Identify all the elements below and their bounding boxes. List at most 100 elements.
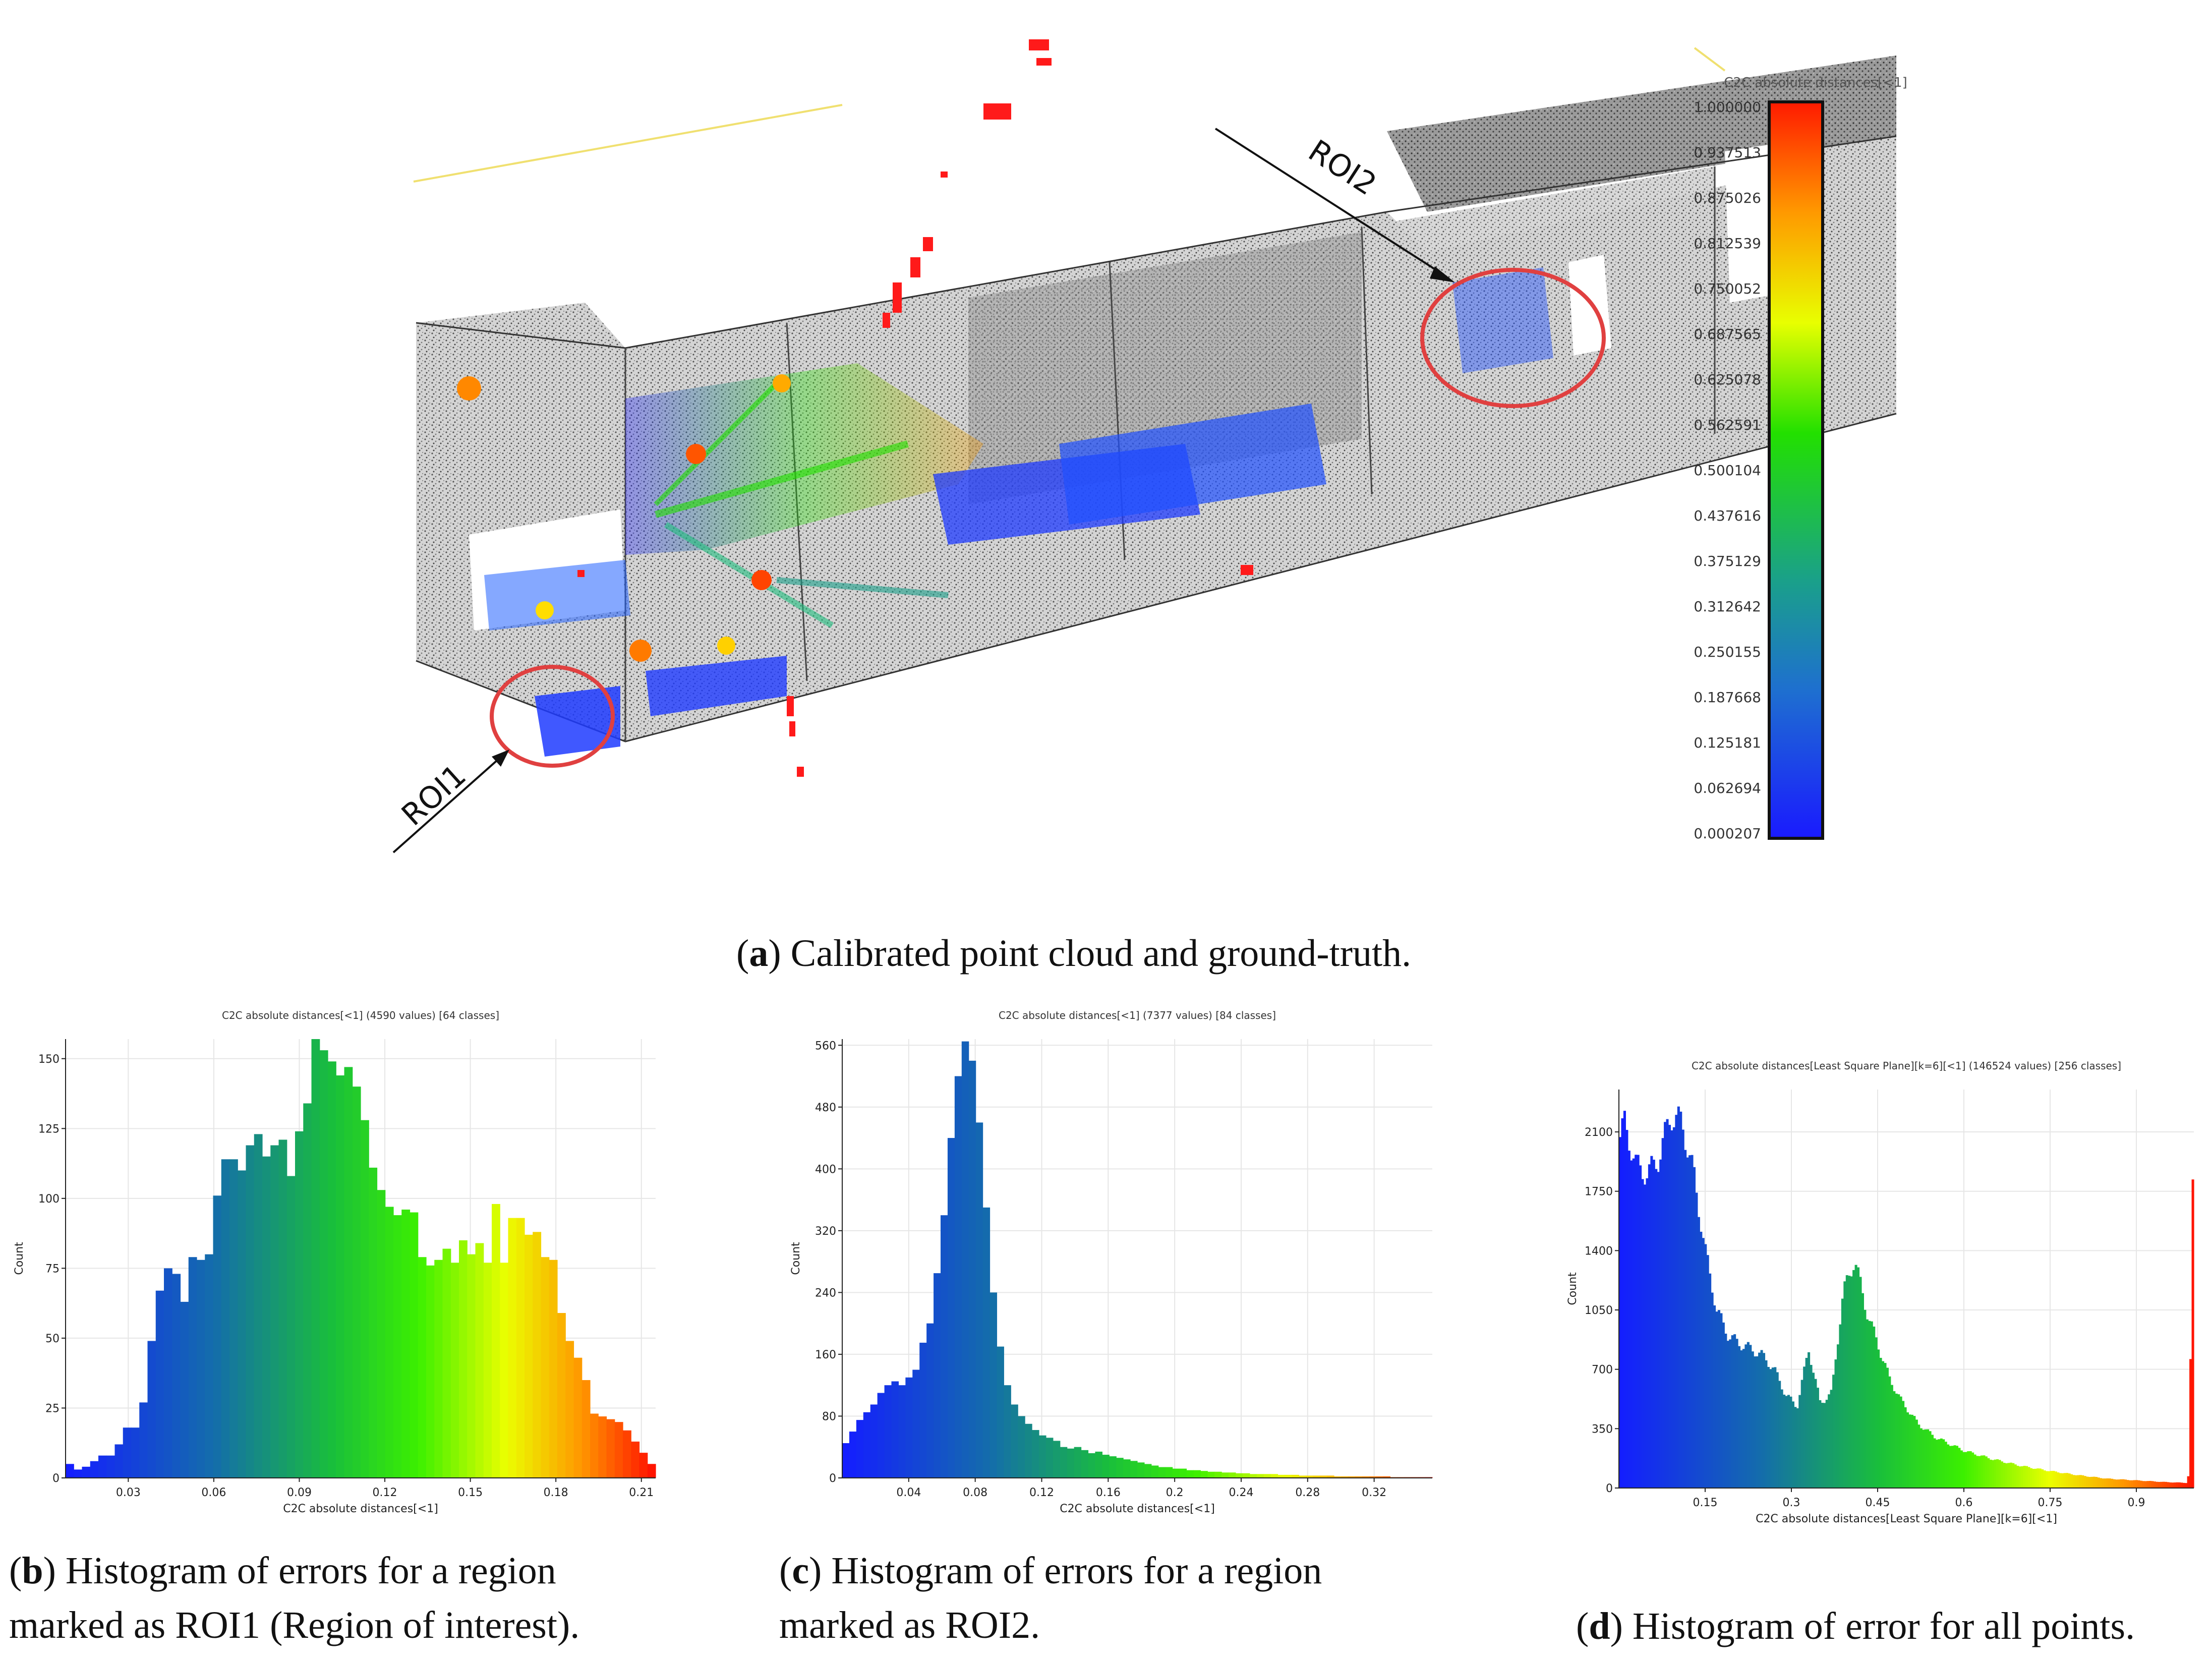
histogram-bar — [180, 1301, 189, 1478]
histogram-bar — [1726, 1341, 1729, 1488]
histogram-bar — [898, 1385, 906, 1478]
outlier-points — [577, 39, 1253, 777]
histogram-bar — [954, 1076, 962, 1478]
histogram-bar — [1045, 1438, 1054, 1478]
histogram-bar — [2146, 1481, 2149, 1488]
y-tick-label: 2100 — [1585, 1126, 1613, 1139]
histogram-bar — [1873, 1326, 1876, 1488]
histogram-bar — [2090, 1476, 2093, 1488]
histogram-bar — [385, 1207, 394, 1478]
histogram-bar — [2059, 1473, 2062, 1488]
histogram-bar — [1691, 1155, 1694, 1488]
histogram-bar — [1313, 1475, 1320, 1478]
histogram-bar — [1989, 1459, 1992, 1488]
histogram-bar — [2097, 1477, 2100, 1488]
histogram-bar — [2054, 1471, 2057, 1488]
histogram-bar — [989, 1292, 998, 1478]
histogram-bar — [1976, 1456, 1979, 1488]
histogram-bar — [1763, 1353, 1766, 1488]
histogram-bar — [1931, 1435, 1934, 1488]
histogram-bar — [557, 1313, 566, 1478]
histogram-bar — [1888, 1376, 1891, 1488]
histogram-bar — [1731, 1335, 1734, 1488]
histogram-bar — [1816, 1388, 1819, 1488]
histogram-bar — [1933, 1438, 1936, 1488]
histogram-bar — [2074, 1475, 2078, 1488]
y-axis-label: Count — [13, 1242, 26, 1275]
histogram-bar — [123, 1427, 132, 1478]
histogram-bar — [1967, 1451, 1970, 1488]
histogram-bar — [1969, 1451, 1972, 1488]
histogram-bar — [1879, 1357, 1882, 1488]
roi1-label: ROI1 — [395, 758, 473, 833]
histogram-bar — [2023, 1466, 2026, 1488]
histogram-bar — [2185, 1483, 2188, 1488]
histogram-bar — [1800, 1380, 1803, 1488]
histogram-bar — [1207, 1471, 1215, 1478]
histogram-bar — [1951, 1446, 1954, 1488]
histogram-bar — [1362, 1476, 1370, 1478]
y-tick-label: 160 — [815, 1349, 836, 1361]
histogram-bar — [1882, 1361, 1885, 1488]
x-tick-label: 0.12 — [1029, 1486, 1054, 1499]
histogram-bar — [2135, 1480, 2138, 1488]
histogram-bar — [912, 1369, 920, 1478]
histogram-bar — [1625, 1130, 1628, 1488]
histogram-bar — [1812, 1372, 1815, 1488]
histogram-bar — [1735, 1339, 1738, 1488]
histogram-bar — [1944, 1442, 1947, 1488]
histogram-bar — [1306, 1475, 1313, 1478]
x-tick-label: 0.45 — [1866, 1497, 1890, 1509]
histogram-bar — [2180, 1482, 2183, 1488]
histogram-bar — [565, 1341, 574, 1478]
colorbar-tick-label: 0.750052 — [1694, 280, 1761, 297]
histogram-bar — [606, 1419, 615, 1478]
histogram-bar — [1992, 1460, 1995, 1488]
histogram-bar — [2036, 1468, 2040, 1488]
histogram-bar — [1186, 1470, 1194, 1478]
histogram-bar — [1924, 1429, 1927, 1488]
histogram-bar — [1689, 1155, 1692, 1488]
colorbar-tick-label: 0.937513 — [1694, 144, 1761, 161]
histogram-bar — [1780, 1389, 1783, 1488]
histogram-bar — [1935, 1440, 1938, 1488]
histogram-bar — [1906, 1412, 1909, 1488]
histogram-bar — [1805, 1358, 1808, 1488]
histogram-bar — [1940, 1438, 1943, 1488]
histogram-bar — [1998, 1460, 2001, 1488]
histogram-bar — [1637, 1155, 1640, 1488]
histogram-bar — [500, 1263, 509, 1478]
histogram-bar — [1843, 1281, 1846, 1488]
histogram-bar — [1102, 1455, 1110, 1478]
y-tick-label: 560 — [815, 1040, 836, 1052]
histogram-bar — [982, 1207, 991, 1478]
histogram-bar — [1025, 1423, 1032, 1478]
histogram-bar — [1693, 1167, 1696, 1488]
histogram-bar — [1785, 1396, 1788, 1488]
histogram-bar — [1221, 1472, 1229, 1478]
histogram-bar — [1749, 1345, 1752, 1488]
histogram-bar — [525, 1234, 533, 1478]
colorbar-tick-label: 1.000000 — [1694, 99, 1761, 116]
histogram-bar — [442, 1248, 451, 1478]
histogram-bar — [98, 1455, 107, 1478]
histogram-bar — [1684, 1150, 1687, 1488]
histogram-bar — [1994, 1459, 1997, 1488]
x-tick-label: 0.3 — [1783, 1497, 1800, 1509]
histogram-bar — [533, 1232, 542, 1478]
histogram-bar — [884, 1385, 892, 1478]
histogram-bar — [573, 1357, 583, 1478]
histogram-bar — [856, 1420, 864, 1478]
point-cloud-figure: ROI1 ROI2 C2C absolute distances[<1] 1.0… — [392, 39, 1907, 853]
histogram-bar — [2052, 1471, 2055, 1488]
histogram-bar — [1983, 1455, 1986, 1488]
histogram-bar — [262, 1156, 271, 1478]
histogram-bar — [1971, 1452, 1974, 1488]
histogram-bar — [2079, 1475, 2082, 1488]
histogram-bar — [1756, 1356, 1759, 1488]
histogram-bar — [1713, 1305, 1716, 1488]
histogram-bar — [1814, 1379, 1817, 1488]
histogram-bar — [1783, 1394, 1786, 1488]
histogram-bar — [1893, 1391, 1896, 1488]
histogram-bar — [1808, 1352, 1811, 1488]
